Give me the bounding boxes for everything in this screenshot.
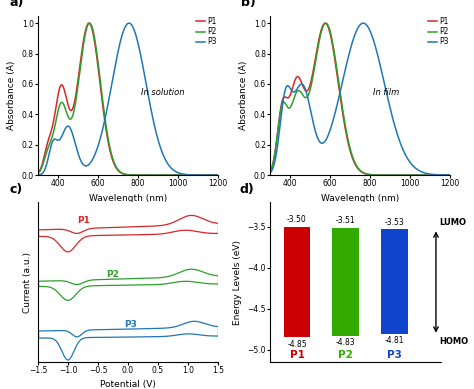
Bar <box>332 228 359 336</box>
Bar <box>381 229 408 334</box>
Text: P2: P2 <box>106 270 119 279</box>
Text: b): b) <box>241 0 256 9</box>
Text: P1: P1 <box>290 350 304 360</box>
Text: P3: P3 <box>124 320 137 329</box>
Text: P3: P3 <box>387 350 402 360</box>
Text: P2: P2 <box>338 350 353 360</box>
Text: -4.85: -4.85 <box>287 340 307 349</box>
Text: -3.51: -3.51 <box>336 216 356 225</box>
Bar <box>283 227 310 337</box>
Text: -4.83: -4.83 <box>336 338 356 347</box>
Text: c): c) <box>9 183 22 196</box>
Text: -3.53: -3.53 <box>384 218 404 227</box>
Text: P1: P1 <box>78 216 91 225</box>
Text: LUMO: LUMO <box>439 218 466 227</box>
Text: HOMO: HOMO <box>439 337 468 346</box>
Legend: P1, P2, P3: P1, P2, P3 <box>428 17 449 46</box>
X-axis label: Potential (V): Potential (V) <box>100 380 156 389</box>
Y-axis label: Absorbance (A): Absorbance (A) <box>7 61 16 130</box>
Legend: P1, P2, P3: P1, P2, P3 <box>196 17 217 46</box>
X-axis label: Wavelength (nm): Wavelength (nm) <box>321 194 400 203</box>
Text: In solution: In solution <box>141 88 184 97</box>
Y-axis label: Energy Levels (eV): Energy Levels (eV) <box>233 240 242 324</box>
Text: -3.50: -3.50 <box>287 216 307 224</box>
Y-axis label: Absorbance (A): Absorbance (A) <box>239 61 248 130</box>
X-axis label: Wavelength (nm): Wavelength (nm) <box>89 194 167 203</box>
Text: d): d) <box>239 183 254 196</box>
Text: a): a) <box>9 0 24 9</box>
Text: In film: In film <box>373 88 399 97</box>
Text: -4.81: -4.81 <box>385 336 404 345</box>
Y-axis label: Current (a.u.): Current (a.u.) <box>23 252 32 312</box>
